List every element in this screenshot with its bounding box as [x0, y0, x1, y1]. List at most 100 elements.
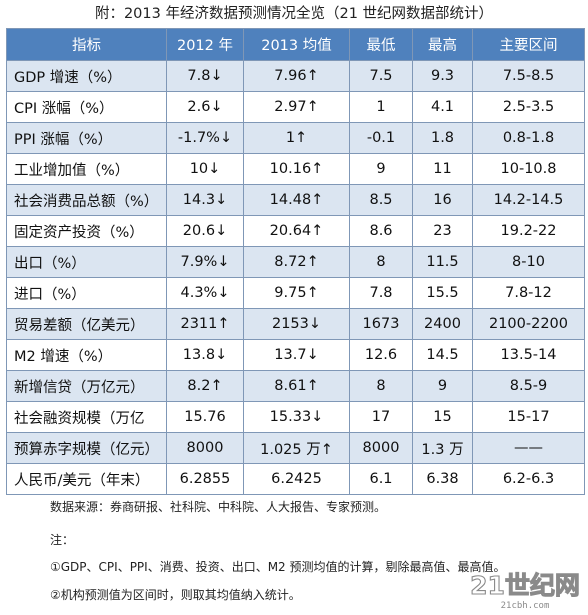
- table-row: PPI 涨幅（%） -1.7%↓ 1↑ -0.1 1.8 0.8-1.8: [6, 122, 585, 154]
- value-cell: 2311↑: [166, 308, 244, 340]
- value-cell: 9: [349, 153, 413, 185]
- value-cell: 15: [412, 401, 473, 433]
- table-row: CPI 涨幅（%） 2.6↓ 2.97↑ 1 4.1 2.5-3.5: [6, 91, 585, 123]
- value-cell: 16: [412, 184, 473, 216]
- value-cell: 4.1: [412, 91, 473, 123]
- value-cell: 6.38: [412, 463, 473, 495]
- value-cell: 14.5: [412, 339, 473, 371]
- value-cell: 9: [412, 370, 473, 402]
- indicator-name-cell: 人民币/美元（年末）: [6, 463, 167, 495]
- indicator-name-cell: 社会消费品总额（%）: [6, 184, 167, 216]
- value-cell: 8.2↑: [166, 370, 244, 402]
- value-cell: 13.7↓: [243, 339, 350, 371]
- value-cell: 15-17: [472, 401, 585, 433]
- column-header: 最高: [412, 28, 473, 61]
- value-cell: 14.3↓: [166, 184, 244, 216]
- table-row: 固定资产投资（%） 20.6↓ 20.64↑ 8.6 23 19.2-22: [6, 215, 585, 247]
- value-cell: 4.3%↓: [166, 277, 244, 309]
- value-cell: 1: [349, 91, 413, 123]
- value-cell: 8000: [166, 432, 244, 464]
- site-watermark-logo: 21世纪网 21cbh.com: [470, 570, 581, 611]
- value-cell: 1.025 万↑: [243, 432, 350, 464]
- table-body: GDP 增速（%） 7.8↓ 7.96↑ 7.5 9.3 7.5-8.5 CPI 涨幅（%）…: [6, 60, 585, 495]
- note-two: ②机构预测值为区间时，则取其均值纳入统计。: [50, 588, 301, 602]
- table-row: 社会消费品总额（%） 14.3↓ 14.48↑ 8.5 16 14.2-14.5: [6, 184, 585, 216]
- indicator-name-cell: 新增信贷（万亿元）: [6, 370, 167, 402]
- watermark-sub: 21cbh.com: [501, 601, 550, 611]
- table-row: GDP 增速（%） 7.8↓ 7.96↑ 7.5 9.3 7.5-8.5: [6, 60, 585, 92]
- indicator-name-cell: M2 增速（%）: [6, 339, 167, 371]
- value-cell: 15.76: [166, 401, 244, 433]
- column-header: 最低: [349, 28, 413, 61]
- table-row: 工业增加值（%） 10↓ 10.16↑ 9 11 10-10.8: [6, 153, 585, 185]
- value-cell: 8: [349, 370, 413, 402]
- column-header: 指标: [6, 28, 167, 61]
- value-cell: 19.2-22: [472, 215, 585, 247]
- value-cell: 2400: [412, 308, 473, 340]
- value-cell: 8: [349, 246, 413, 278]
- table-row: 预算赤字规模（亿元） 8000 1.025 万↑ 8000 1.3 万 ——: [6, 432, 585, 464]
- value-cell: 7.8↓: [166, 60, 244, 92]
- value-cell: 14.48↑: [243, 184, 350, 216]
- value-cell: 7.8: [349, 277, 413, 309]
- value-cell: 2.97↑: [243, 91, 350, 123]
- column-header: 2012 年: [166, 28, 244, 61]
- value-cell: 6.2-6.3: [472, 463, 585, 495]
- value-cell: 7.96↑: [243, 60, 350, 92]
- value-cell: 11.5: [412, 246, 473, 278]
- value-cell: 2.5-3.5: [472, 91, 585, 123]
- value-cell: 2153↓: [243, 308, 350, 340]
- value-cell: 17: [349, 401, 413, 433]
- forecast-table: 指标 2012 年 2013 均值 最低 最高 主要区间 GDP 增速（%） 7.8↓ 7.9…: [6, 28, 585, 495]
- value-cell: 1.3 万: [412, 432, 473, 464]
- table-row: 贸易差额（亿美元） 2311↑ 2153↓ 1673 2400 2100-2200: [6, 308, 585, 340]
- value-cell: 20.64↑: [243, 215, 350, 247]
- value-cell: 7.5-8.5: [472, 60, 585, 92]
- value-cell: 14.2-14.5: [472, 184, 585, 216]
- value-cell: 10↓: [166, 153, 244, 185]
- indicator-name-cell: CPI 涨幅（%）: [6, 91, 167, 123]
- indicator-name-cell: 预算赤字规模（亿元）: [6, 432, 167, 464]
- column-header: 2013 均值: [243, 28, 350, 61]
- value-cell: 1673: [349, 308, 413, 340]
- indicator-name-cell: 固定资产投资（%）: [6, 215, 167, 247]
- value-cell: ——: [472, 432, 585, 464]
- value-cell: 13.8↓: [166, 339, 244, 371]
- value-cell: 9.3: [412, 60, 473, 92]
- value-cell: 8.72↑: [243, 246, 350, 278]
- note-one: ①GDP、CPI、PPI、消费、投资、出口、M2 预测均值的计算，剔除最高值、最…: [50, 560, 506, 574]
- table-row: M2 增速（%） 13.8↓ 13.7↓ 12.6 14.5 13.5-14: [6, 339, 585, 371]
- value-cell: 12.6: [349, 339, 413, 371]
- value-cell: 9.75↑: [243, 277, 350, 309]
- value-cell: 0.8-1.8: [472, 122, 585, 154]
- value-cell: 6.2425: [243, 463, 350, 495]
- value-cell: 7.5: [349, 60, 413, 92]
- indicator-name-cell: 社会融资规模（万亿: [6, 401, 167, 433]
- value-cell: -1.7%↓: [166, 122, 244, 154]
- value-cell: 8.5-9: [472, 370, 585, 402]
- value-cell: 8.61↑: [243, 370, 350, 402]
- value-cell: 2100-2200: [472, 308, 585, 340]
- value-cell: 1.8: [412, 122, 473, 154]
- table-row: 出口（%） 7.9%↓ 8.72↑ 8 11.5 8-10: [6, 246, 585, 278]
- note-label: 注：: [50, 533, 75, 547]
- table-row: 人民币/美元（年末） 6.2855 6.2425 6.1 6.38 6.2-6.3: [6, 463, 585, 495]
- indicator-name-cell: PPI 涨幅（%）: [6, 122, 167, 154]
- column-header: 主要区间: [472, 28, 585, 61]
- table-row: 社会融资规模（万亿 15.76 15.33↓ 17 15 15-17: [6, 401, 585, 433]
- value-cell: 7.8-12: [472, 277, 585, 309]
- indicator-name-cell: 出口（%）: [6, 246, 167, 278]
- data-source-note: 数据来源：券商研报、社科院、中科院、人大报告、专家预测。: [50, 500, 387, 514]
- value-cell: 11: [412, 153, 473, 185]
- value-cell: -0.1: [349, 122, 413, 154]
- table-row: 新增信贷（万亿元） 8.2↑ 8.61↑ 8 9 8.5-9: [6, 370, 585, 402]
- value-cell: 10-10.8: [472, 153, 585, 185]
- value-cell: 1↑: [243, 122, 350, 154]
- value-cell: 2.6↓: [166, 91, 244, 123]
- table-row: 进口（%） 4.3%↓ 9.75↑ 7.8 15.5 7.8-12: [6, 277, 585, 309]
- indicator-name-cell: GDP 增速（%）: [6, 60, 167, 92]
- value-cell: 15.33↓: [243, 401, 350, 433]
- value-cell: 8.5: [349, 184, 413, 216]
- value-cell: 6.2855: [166, 463, 244, 495]
- value-cell: 8.6: [349, 215, 413, 247]
